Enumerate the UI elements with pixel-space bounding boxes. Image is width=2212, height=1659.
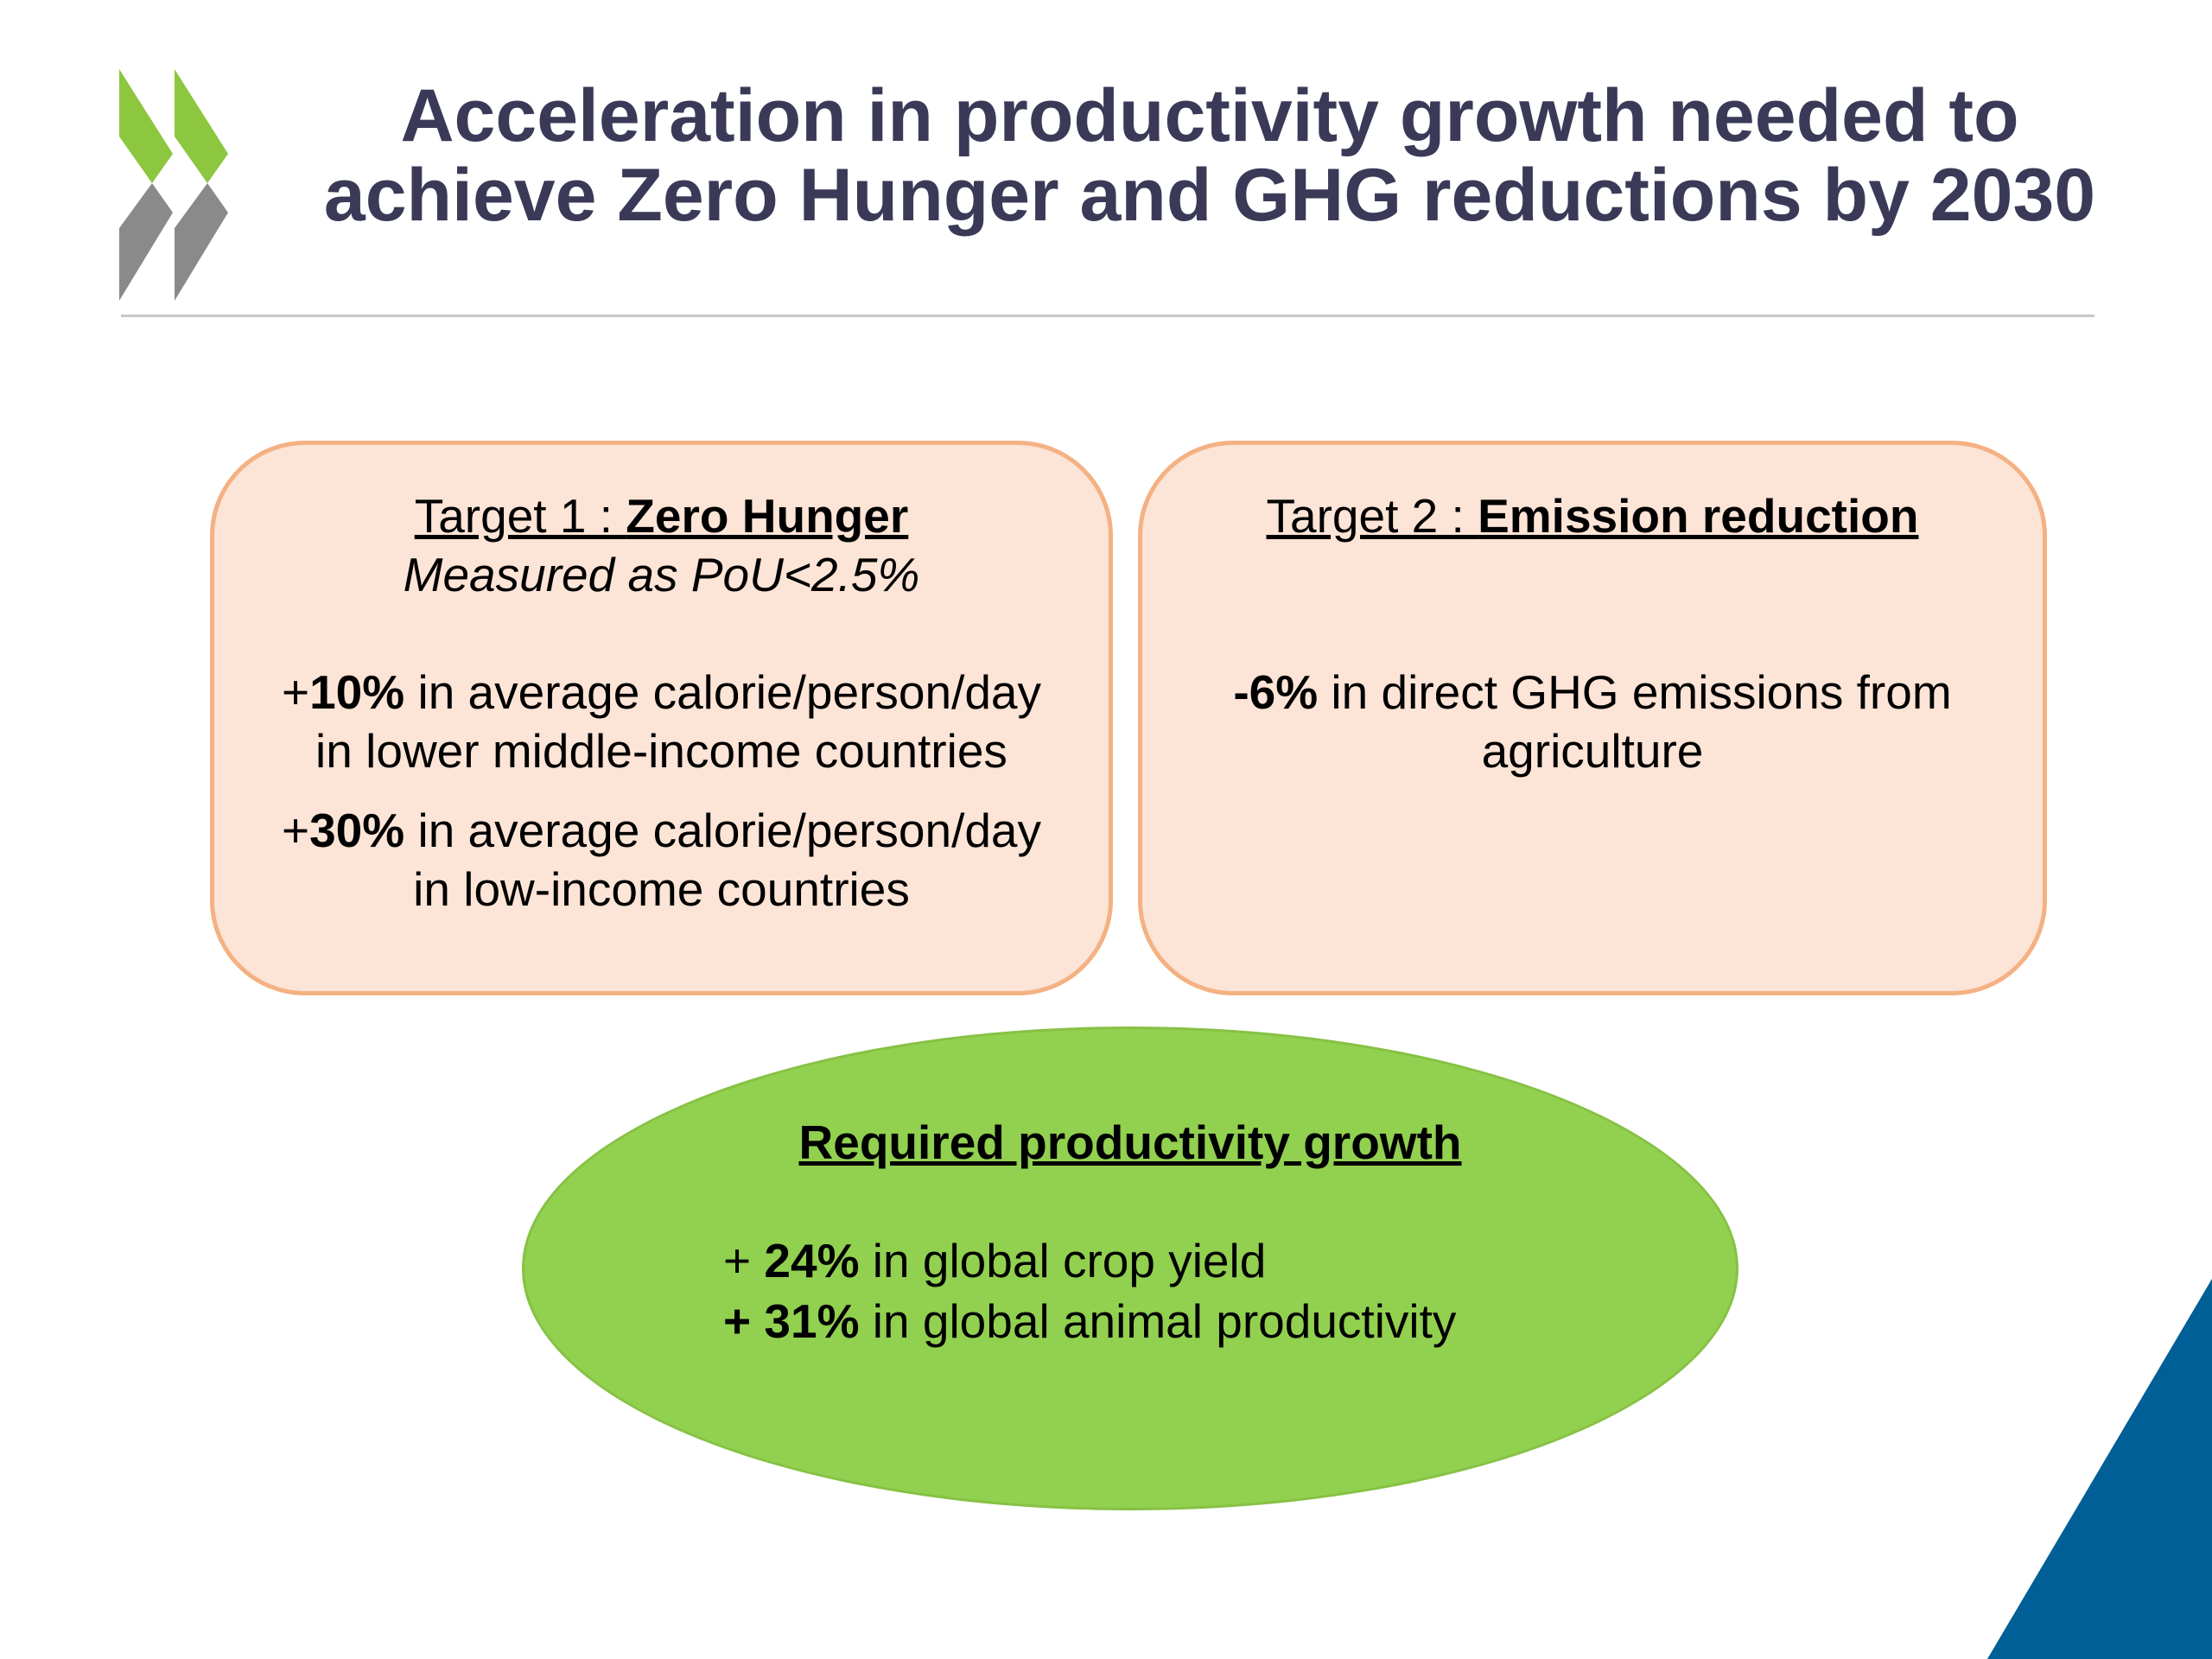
target-1-item: +30% in average calorie/person/day in lo… (281, 804, 1042, 916)
title-line-2: achieve Zero Hunger and GHG reductions b… (323, 154, 2096, 237)
target-1-box: Target 1 : Zero Hunger Measured as PoU<2… (210, 441, 1113, 995)
target-2-item: -6% in direct GHG emissions from agricul… (1233, 665, 1952, 778)
target-2-heading: Target 2 : Emission reduction (1266, 489, 1919, 543)
slide-title: Acceleration in productivity growth need… (259, 76, 2160, 235)
productivity-item: + 24% in global crop yield (723, 1234, 1267, 1287)
target-1-item: +10% in average calorie/person/day in lo… (281, 665, 1042, 778)
productivity-list: + 24% in global crop yield + 31% in glob… (723, 1230, 1456, 1351)
productivity-heading: Required productivity growth (798, 1116, 1462, 1169)
productivity-item: + 31% in global animal productivity (723, 1294, 1457, 1348)
target-1-measure: Measured as PoU<2.5% (403, 548, 920, 601)
corner-decoration (1987, 1279, 2212, 1659)
title-line-1: Acceleration in productivity growth need… (400, 74, 2019, 157)
target-1-heading: Target 1 : Zero Hunger (414, 489, 909, 543)
productivity-oval (522, 1027, 1738, 1510)
target-2-box: Target 2 : Emission reduction -6% in dir… (1138, 441, 2047, 995)
title-divider (121, 315, 2094, 317)
oecd-logo-icon (119, 69, 228, 301)
